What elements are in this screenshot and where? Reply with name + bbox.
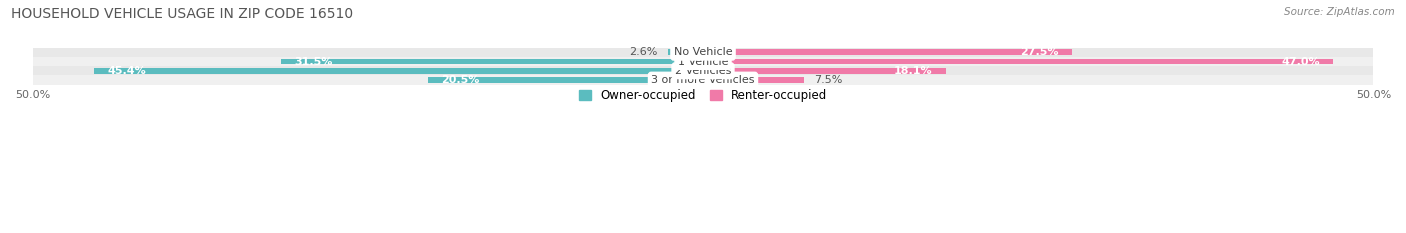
Bar [429, 77, 703, 83]
Legend: Owner-occupied, Renter-occupied: Owner-occupied, Renter-occupied [579, 89, 827, 102]
Bar [32, 66, 1374, 75]
Text: 2 Vehicles: 2 Vehicles [675, 66, 731, 76]
Bar [32, 57, 1374, 66]
Text: 2.6%: 2.6% [628, 47, 658, 57]
Bar [703, 68, 946, 74]
Text: 3 or more Vehicles: 3 or more Vehicles [651, 75, 755, 85]
Bar [94, 68, 703, 74]
Text: 31.5%: 31.5% [294, 57, 332, 67]
Bar [703, 49, 1071, 55]
Text: 47.0%: 47.0% [1281, 57, 1320, 67]
Bar [668, 49, 703, 55]
Text: 18.1%: 18.1% [894, 66, 932, 76]
Text: 7.5%: 7.5% [814, 75, 842, 85]
Text: Source: ZipAtlas.com: Source: ZipAtlas.com [1284, 7, 1395, 17]
Bar [32, 48, 1374, 57]
Text: No Vehicle: No Vehicle [673, 47, 733, 57]
Text: 1 Vehicle: 1 Vehicle [678, 57, 728, 67]
Text: 45.4%: 45.4% [108, 66, 146, 76]
Bar [703, 77, 804, 83]
Text: 20.5%: 20.5% [441, 75, 479, 85]
Text: HOUSEHOLD VEHICLE USAGE IN ZIP CODE 16510: HOUSEHOLD VEHICLE USAGE IN ZIP CODE 1651… [11, 7, 353, 21]
Bar [281, 59, 703, 64]
Text: 27.5%: 27.5% [1019, 47, 1059, 57]
Bar [32, 75, 1374, 85]
Bar [703, 59, 1333, 64]
